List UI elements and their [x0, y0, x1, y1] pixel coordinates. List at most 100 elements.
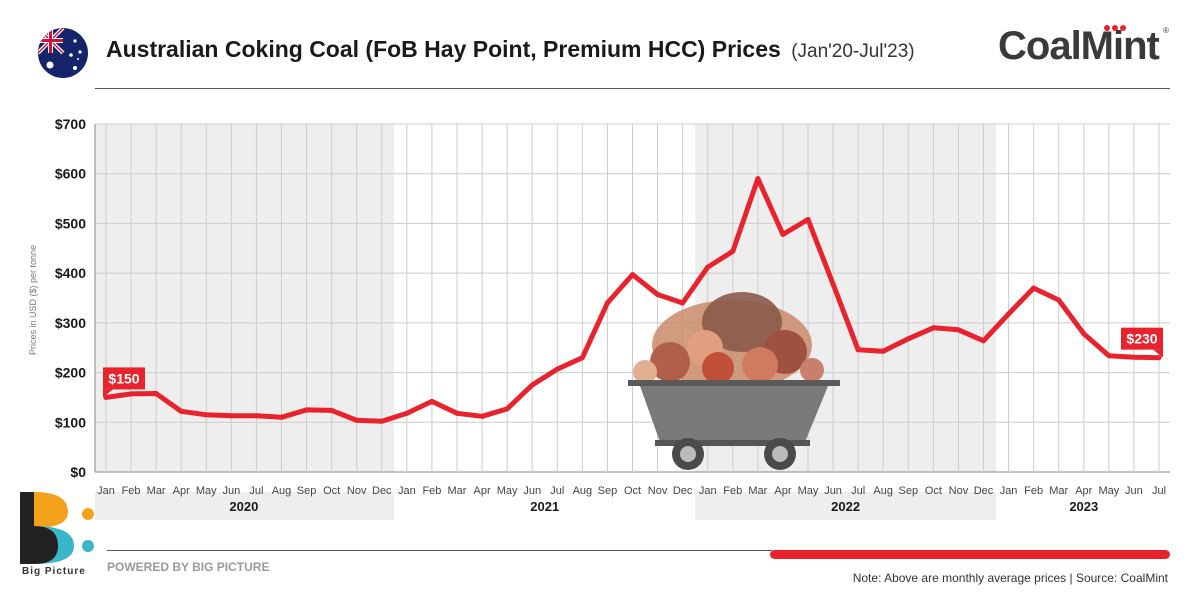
data-point [630, 272, 635, 278]
data-point [655, 292, 661, 298]
x-tick-label: May [497, 485, 518, 497]
x-tick-label: Jun [824, 485, 842, 497]
chart-title: Australian Coking Coal (FoB Hay Point, P… [106, 36, 915, 63]
data-point [730, 248, 736, 254]
data-point [930, 325, 936, 331]
data-point [404, 410, 410, 416]
data-point [1131, 354, 1137, 360]
year-label-2022: 2022 [831, 499, 860, 514]
data-point [329, 407, 335, 413]
value-callouts: $150 $230 [103, 327, 1163, 398]
y-tick-label: $300 [55, 315, 86, 331]
x-tick-label: Apr [173, 485, 190, 497]
x-tick-label: Sep [598, 485, 618, 497]
chart-title-text: Australian Coking Coal (FoB Hay Point, P… [106, 36, 781, 62]
data-point [780, 231, 786, 237]
x-tick-label: Aug [873, 485, 893, 497]
y-tick-label: $0 [70, 464, 86, 480]
x-tick-label: Feb [422, 485, 441, 497]
data-point [279, 414, 284, 420]
data-point [579, 355, 585, 361]
x-tick-label: Dec [673, 485, 693, 497]
x-tick-label: Feb [723, 485, 742, 497]
data-point [1081, 331, 1087, 337]
coal-cart-icon [628, 292, 840, 470]
data-point [880, 348, 886, 354]
x-tick-label: May [1098, 485, 1119, 497]
data-point [1056, 297, 1062, 303]
data-point [454, 410, 460, 416]
data-points [103, 176, 1162, 424]
data-point [1156, 355, 1162, 361]
x-tick-label: Aug [573, 485, 593, 497]
year-label-2023: 2023 [1069, 499, 1098, 514]
callout-pointer [103, 389, 113, 398]
x-tick-label: Apr [1075, 485, 1092, 497]
x-tick-label: Jun [523, 485, 541, 497]
x-tick-label: Dec [974, 485, 994, 497]
data-point [680, 300, 686, 306]
y-tick-label: $200 [55, 365, 86, 381]
year-label-band-2020 [95, 492, 395, 520]
x-tick-label: Aug [272, 485, 292, 497]
x-tick-label: Oct [624, 485, 641, 497]
x-tick-label: Apr [474, 485, 491, 497]
x-tick-label: Jul [1152, 485, 1166, 497]
data-point [354, 417, 360, 423]
callout-label: $150 [108, 370, 139, 386]
y-axis-label: Prices in USD ($) per tonne [28, 245, 38, 355]
powered-by-text: POWERED BY BIG PICTURE [107, 560, 270, 574]
value-callout: $230 [1121, 327, 1163, 358]
x-tick-label: Feb [1024, 485, 1043, 497]
year-label-2021: 2021 [530, 499, 559, 514]
x-tick-label: Jun [222, 485, 240, 497]
x-tick-label: Mar [448, 485, 467, 497]
data-point [905, 336, 911, 342]
data-point [529, 382, 535, 388]
chart-subtitle: (Jan'20-Jul'23) [791, 41, 915, 62]
brand-dots-icon [1104, 25, 1126, 31]
big-picture-logo-icon [18, 490, 100, 570]
source-note: Note: Above are monthly average prices |… [852, 571, 1168, 585]
x-tick-label: Oct [323, 485, 340, 497]
data-point [479, 413, 485, 419]
x-tick-label: May [798, 485, 819, 497]
y-tick-label: $100 [55, 414, 86, 430]
x-tick-label: Jan [699, 485, 717, 497]
data-point [178, 408, 184, 414]
value-callout: $150 [103, 367, 145, 398]
year-label-2020: 2020 [229, 499, 258, 514]
y-tick-label: $700 [55, 116, 86, 132]
y-tick-label: $600 [55, 166, 86, 182]
year-label-band-2022 [695, 492, 997, 520]
data-point [1006, 311, 1012, 317]
footer-accent-bar [770, 550, 1170, 559]
y-tick-label: $400 [55, 265, 86, 281]
x-tick-label: Sep [297, 485, 317, 497]
x-tick-label: Nov [347, 485, 367, 497]
x-axis-year-labels: 2020 2021 2022 2023 [229, 499, 1098, 514]
brand-registered-mark: ® [1162, 26, 1169, 35]
x-tick-label: Jan [1000, 485, 1018, 497]
x-tick-label: Apr [774, 485, 791, 497]
x-tick-label: May [196, 485, 217, 497]
gridlines [94, 123, 1170, 473]
data-point [153, 390, 159, 396]
data-point [604, 300, 610, 306]
x-tick-label: Jun [1125, 485, 1143, 497]
data-point [1031, 285, 1037, 291]
y-tick-label: $500 [55, 215, 86, 231]
data-point [429, 398, 435, 404]
x-tick-label: Jul [851, 485, 865, 497]
x-tick-label: Jan [398, 485, 416, 497]
callout-box [1121, 327, 1163, 350]
brand-text: CoalMint [998, 24, 1160, 68]
x-tick-label: Oct [925, 485, 942, 497]
year-bands [95, 124, 997, 520]
data-point [504, 406, 510, 412]
big-picture-name: Big Picture [22, 566, 86, 577]
x-tick-label: Dec [372, 485, 392, 497]
data-point [554, 366, 560, 372]
callout-box [103, 367, 145, 390]
data-point [1106, 353, 1112, 359]
